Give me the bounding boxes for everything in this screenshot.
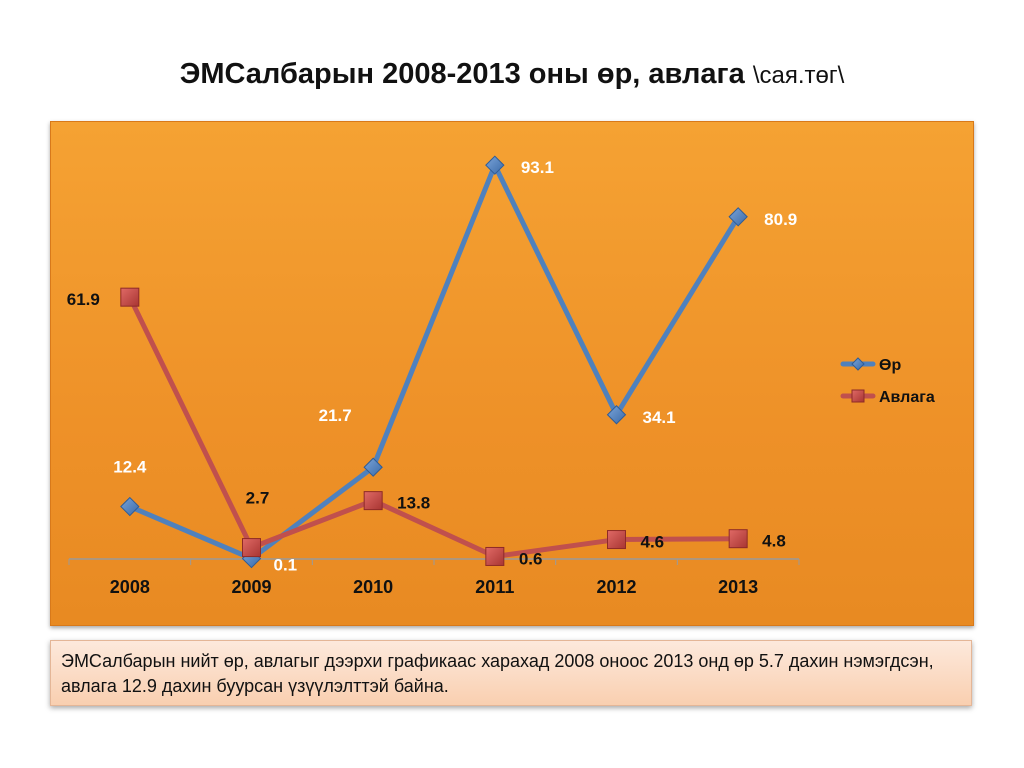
debt-series-line: [127, 162, 741, 562]
x-tick-label: 2012: [596, 577, 636, 597]
debt-point-marker: [606, 405, 627, 425]
summary-caption: ЭМСалбарын нийт өр, авлагыг дээрхи графи…: [50, 640, 972, 706]
title-main: ЭМСалбарын 2008-2013 оны өр, авлага: [179, 58, 745, 90]
receivable-data-label: 2.7: [246, 489, 270, 508]
debt-data-label: 34.1: [643, 408, 676, 427]
legend-label-debt: Өр: [879, 357, 901, 374]
receivable-data-label: 4.8: [762, 532, 786, 551]
debt-point-marker: [728, 207, 748, 227]
x-tick-label: 2011: [475, 577, 514, 597]
legend-square-icon: [851, 389, 865, 403]
legend-label-receivable: Авлага: [879, 389, 935, 406]
slide-title: ЭМСалбарын 2008-2013 оны өр, авлага \сая…: [0, 58, 1024, 91]
debt-point-marker: [485, 155, 505, 175]
debt-data-label: 21.7: [319, 406, 352, 425]
x-tick-label: 2008: [110, 577, 150, 597]
legend-diamond-icon: [851, 357, 865, 371]
debt-data-label: 12.4: [113, 458, 147, 477]
receivable-point-marker: [363, 491, 383, 511]
receivable-data-label: 13.8: [397, 494, 430, 513]
x-tick-label: 2009: [231, 577, 271, 597]
debt-data-label: 80.9: [764, 210, 797, 229]
x-tick-label: 2010: [353, 577, 393, 597]
receivable-data-label: 61.9: [67, 290, 100, 309]
line-chart: 2008 2009 2010 2011 2012 2013 12.4 0.1 21.7 93.1…: [67, 155, 935, 597]
receivable-point-marker: [485, 546, 505, 566]
receivable-data-label: 4.6: [641, 533, 665, 552]
debt-point-marker: [363, 457, 383, 477]
debt-point-marker: [120, 496, 140, 517]
receivable-data-label: 0.6: [519, 549, 543, 568]
x-tick-label: 2013: [718, 577, 758, 597]
receivable-series-line: [127, 294, 741, 559]
receivable-point-marker: [728, 529, 748, 549]
debt-data-label: 0.1: [274, 556, 298, 575]
line-chart-panel: 2008 2009 2010 2011 2012 2013 12.4 0.1 21.7 93.1…: [50, 121, 974, 626]
receivable-point-marker: [607, 530, 626, 550]
title-unit: \сая.төг\: [752, 62, 845, 89]
debt-data-label: 93.1: [521, 158, 554, 177]
receivable-point-marker: [120, 287, 140, 307]
receivable-point-marker: [242, 538, 261, 558]
